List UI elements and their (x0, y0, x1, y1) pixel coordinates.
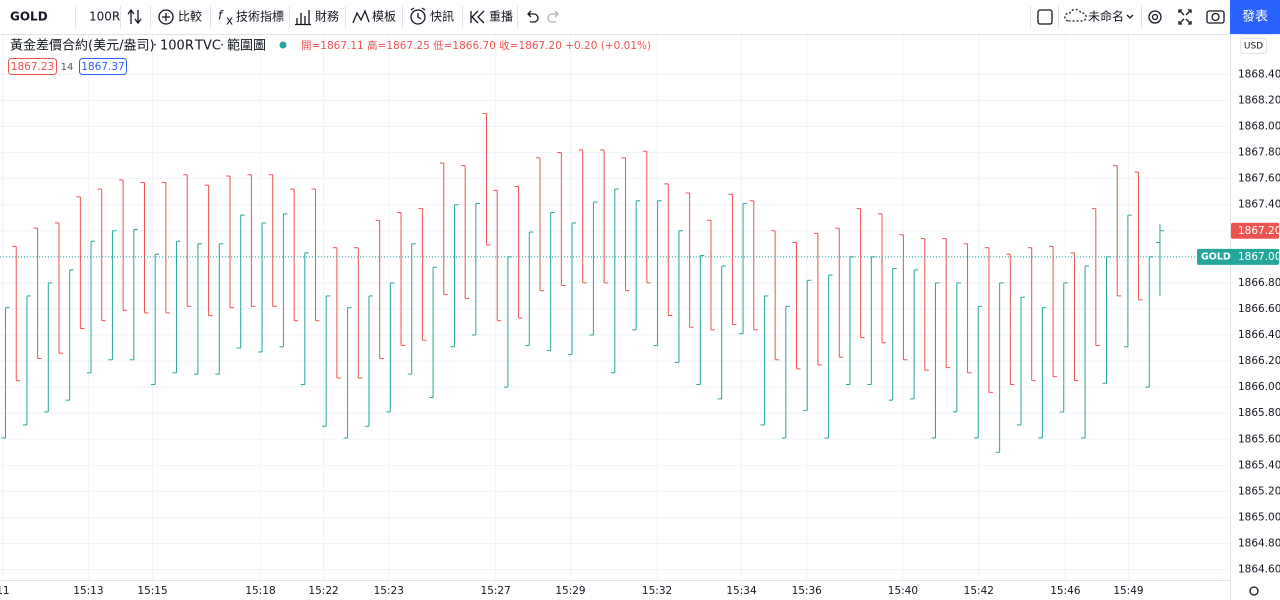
y-tick-label: 1866.00 (1238, 381, 1280, 393)
legend-style: 範圍圖 (227, 39, 266, 54)
x-tick-label: 15:40 (888, 585, 918, 597)
x-tick-label: 15:13 (73, 585, 103, 597)
price-line-label: 1867.00 (1238, 251, 1280, 263)
settings-icon-core (1151, 13, 1159, 21)
x-tick-label: 15:23 (374, 585, 404, 597)
replay-icon[interactable] (470, 10, 485, 24)
legend-dot: · (220, 39, 224, 54)
settings-icon[interactable] (1148, 10, 1162, 24)
x-tick-label: 15:34 (726, 585, 757, 597)
last-price-label: 1867.20 (1238, 225, 1280, 237)
financials-icon[interactable] (295, 10, 311, 26)
y-tick-label: 1864.80 (1238, 538, 1280, 550)
currency-label[interactable]: USD (1244, 42, 1263, 52)
toolbar (0, 0, 1280, 34)
y-tick-label: 1864.60 (1238, 564, 1280, 576)
compare-icon-plus (162, 13, 170, 21)
y-tick-label: 1865.00 (1238, 511, 1280, 523)
plot (0, 34, 1230, 580)
publish-button[interactable] (1230, 0, 1280, 34)
y-tick-label: 1868.40 (1238, 68, 1280, 80)
y-tick-label: 1868.00 (1238, 121, 1280, 133)
x-tick-label: 15:18 (245, 585, 275, 597)
legend-ohlc: 開=1867.11 高=1867.25 低=1866.70 收=1867.20 … (301, 39, 651, 52)
indicators-icon-x: x (226, 14, 233, 28)
market-status-dot (279, 41, 287, 49)
publish-label[interactable]: 發表 (1242, 10, 1268, 25)
y-tick-label: 1866.60 (1238, 303, 1280, 315)
y-tick-label: 1867.60 (1238, 173, 1280, 185)
x-tick-label: 11 (0, 585, 10, 597)
layout-icon[interactable] (1037, 9, 1053, 25)
currency-box[interactable] (1240, 38, 1267, 54)
price-line-name: GOLD (1201, 251, 1231, 262)
redo-icon[interactable] (547, 10, 559, 23)
x-tick-label: 15:42 (964, 585, 994, 597)
alerts-icon[interactable] (410, 9, 426, 25)
x-tick-label: 15:22 (308, 585, 338, 597)
compare-icon[interactable] (158, 9, 174, 25)
undo-icon[interactable] (527, 10, 539, 23)
axis-settings-icon[interactable] (1249, 586, 1259, 596)
last-price-box (1231, 222, 1279, 239)
layout-name[interactable]: 未命名 (1088, 9, 1124, 24)
indicators-icon[interactable]: f (218, 9, 224, 23)
legend-dot: · (188, 39, 192, 54)
chart-type-icon[interactable] (127, 8, 142, 25)
snapshot-icon-lens (1211, 12, 1220, 22)
y-tick-label: 1866.20 (1238, 355, 1280, 367)
bid-box[interactable] (8, 58, 57, 75)
cloud-icon[interactable] (1064, 8, 1087, 22)
y-tick-label: 1866.40 (1238, 329, 1280, 341)
interval-button[interactable]: 100R (89, 10, 120, 24)
alerts-icon-hands (410, 7, 426, 20)
fullscreen-icon[interactable] (1178, 9, 1192, 25)
templates-button[interactable]: 模板 (372, 10, 396, 24)
y-tick-label: 1866.80 (1238, 277, 1280, 289)
ask-price[interactable]: 1867.37 (81, 61, 124, 73)
y-tick-label: 1867.40 (1238, 199, 1280, 211)
y-tick-label: 1865.20 (1238, 485, 1280, 497)
compare-button[interactable]: 比較 (178, 9, 202, 24)
financials-button[interactable]: 財務 (315, 9, 339, 24)
x-tick-label: 15:46 (1050, 585, 1081, 597)
templates-icon[interactable] (352, 9, 370, 24)
legend-title: 黃金差價合約(美元/盎司) (10, 38, 155, 54)
symbol[interactable]: GOLD (10, 10, 48, 24)
ask-box[interactable] (79, 58, 127, 75)
indicators-button[interactable]: 技術指標 (236, 9, 284, 24)
x-tick-label: 15:32 (642, 585, 672, 597)
y-tick-label: 1867.80 (1238, 147, 1280, 159)
x-tick-label: 15:15 (137, 585, 167, 597)
x-tick-label: 15:49 (1113, 585, 1143, 597)
y-tick-label: 1865.40 (1238, 459, 1280, 471)
y-tick-label: 1868.20 (1238, 94, 1280, 106)
x-tick-label: 15:27 (481, 585, 511, 597)
x-tick-label: 15:36 (792, 585, 823, 597)
y-tick-label: 1865.80 (1238, 407, 1280, 419)
alerts-button[interactable]: 快訊 (430, 9, 454, 24)
price-line-box (1197, 248, 1279, 265)
legend-dot: · (153, 39, 157, 54)
replay-button[interactable]: 重播 (489, 10, 513, 24)
dropdown-icon[interactable] (1126, 14, 1134, 19)
legend-interval: 100R (160, 39, 194, 54)
y-tick-label: 1865.60 (1238, 433, 1280, 445)
spread: 14 (61, 62, 74, 73)
snapshot-icon[interactable] (1206, 10, 1225, 24)
legend-source: TVC (194, 39, 221, 54)
x-tick-label: 15:29 (555, 585, 585, 597)
bid-price[interactable]: 1867.23 (11, 61, 54, 73)
